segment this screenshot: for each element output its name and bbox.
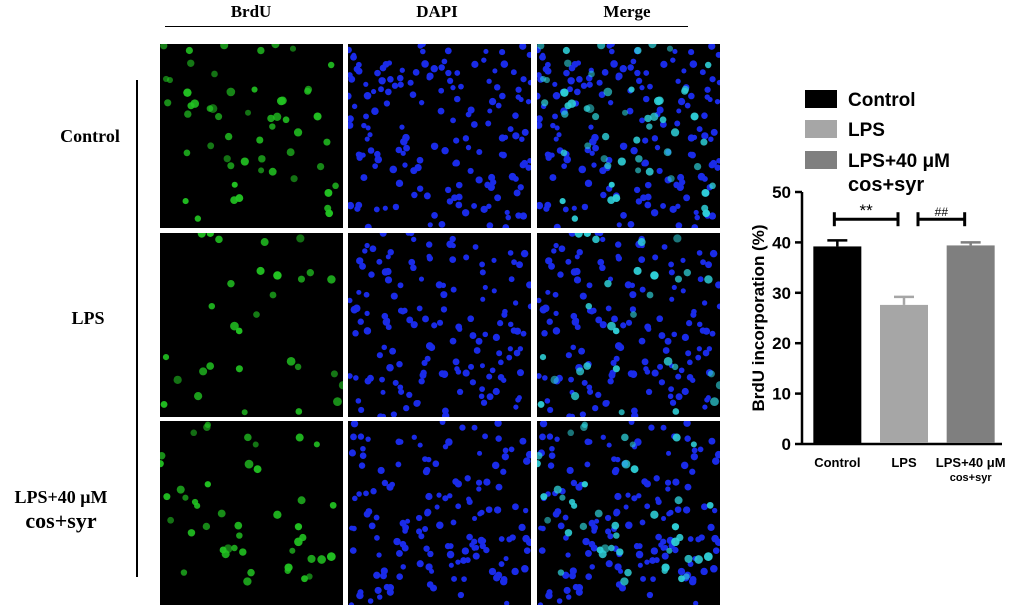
chart-svg: 0 10 20 30 40 50 BrdU incorporation (%) Control… [749,90,1006,484]
header-underline [165,26,688,27]
legend-swatch-1 [805,120,837,138]
y-tick-label: 20 [772,334,791,353]
x-tick-label-1: LPS [891,455,917,470]
significance-label-0: ** [860,201,874,220]
y-tick-label: 10 [772,385,791,404]
x-tick-label-0: Control [814,455,860,470]
micrograph-lps-dapi [348,233,531,417]
legend-label-2-line2: cos+syr [848,174,924,196]
micrograph-lps-brdu [160,233,343,417]
row-label-lps-cossyr-line2: cos+syr [25,508,97,533]
x-tick-label-2-line2: cos+syr [950,472,993,484]
row-label-lps-cossyr-line1: LPS+40 μM [14,487,108,507]
micrograph-lps-cossyr-dapi [348,421,531,605]
y-tick-label: 0 [782,435,791,454]
micrograph-control-merge [537,44,720,228]
significance-label-1: ## [935,205,949,219]
legend-label-0: Control [848,90,916,111]
x-tick-label-2: LPS+40 μM [936,455,1006,470]
row-bracket-line [136,80,138,577]
bar-0 [813,246,862,443]
micrograph-lps-cossyr-merge [537,421,720,605]
column-label-brdu: BrdU [230,2,272,21]
y-axis-label: BrdU incorporation (%) [749,225,768,412]
micrograph-control-brdu [160,44,343,228]
row-label-control-text: Control [60,126,120,146]
legend-swatch-0 [805,90,837,108]
legend-swatch-2 [805,151,837,169]
row-label-lps-cossyr: LPS+40 μM cos+syr [0,485,122,533]
row-label-lps-text: LPS [71,308,105,328]
micrograph-lps-cossyr-brdu [160,421,343,605]
row-label-control: Control [40,126,140,147]
y-tick-label: 30 [772,284,791,303]
y-tick-label: 50 [772,183,791,202]
bar-2 [946,245,995,443]
column-label-dapi: DAPI [416,2,458,21]
column-label-merge: Merge [603,2,651,21]
bar-1 [880,304,928,443]
micrograph-control-dapi [348,44,531,228]
brdu-bar-chart: 0 10 20 30 40 50 BrdU incorporation (%) Control… [740,80,1020,500]
legend-label-2: LPS+40 μM [848,151,950,172]
row-label-lps: LPS [38,308,138,329]
y-tick-label: 40 [772,233,791,252]
legend-label-1: LPS [848,120,885,141]
micrograph-lps-merge [537,233,720,417]
